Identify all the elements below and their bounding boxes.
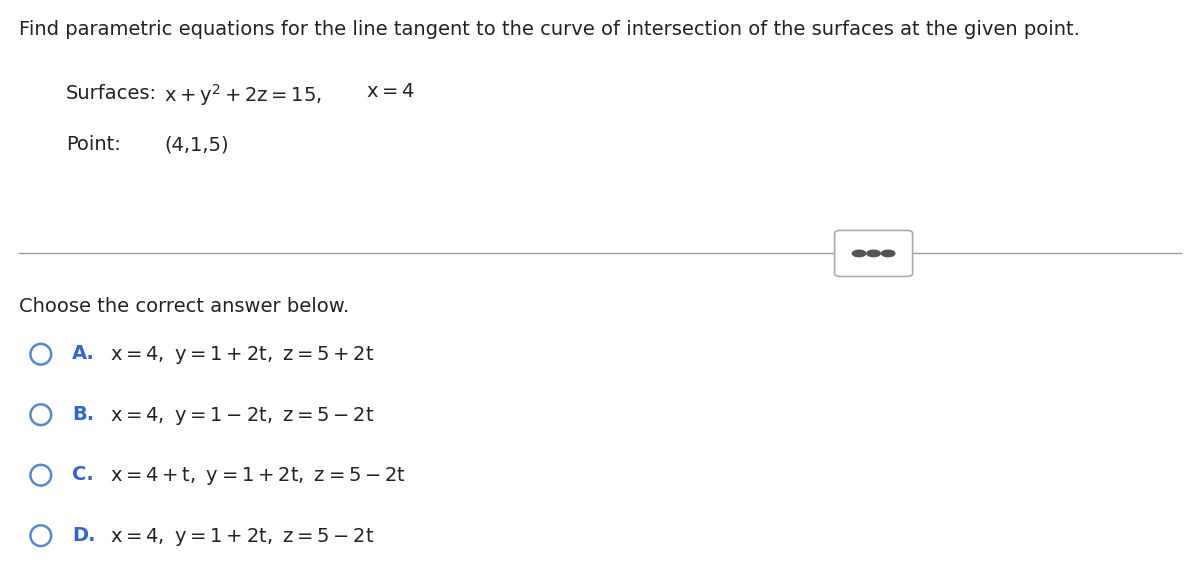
Text: A.: A. [72,344,95,363]
Text: (4,1,5): (4,1,5) [164,135,229,154]
Text: $\mathdefault{x = 4}$: $\mathdefault{x = 4}$ [366,82,415,101]
Text: C.: C. [72,465,94,484]
Ellipse shape [30,344,52,365]
Text: Choose the correct answer below.: Choose the correct answer below. [19,297,349,316]
Text: Find parametric equations for the line tangent to the curve of intersection of t: Find parametric equations for the line t… [19,20,1080,39]
Text: Point:: Point: [66,135,121,154]
Circle shape [866,250,881,257]
Circle shape [881,250,895,257]
Circle shape [852,250,866,257]
Ellipse shape [30,525,52,546]
Text: $\mathdefault{x = 4, \ y = 1 + 2t, \ z = 5 + 2t}$: $\mathdefault{x = 4, \ y = 1 + 2t, \ z =… [110,344,374,366]
Text: $\mathdefault{x = 4, \ y = 1 + 2t, \ z = 5 - 2t}$: $\mathdefault{x = 4, \ y = 1 + 2t, \ z =… [110,526,374,548]
Text: Surfaces:: Surfaces: [66,84,157,103]
Ellipse shape [30,404,52,425]
Text: $\mathdefault{x + y^2 + 2z = 15,}$: $\mathdefault{x + y^2 + 2z = 15,}$ [164,82,323,108]
Text: $\mathdefault{x = 4 + t, \ y = 1 + 2t, \ z = 5 - 2t}$: $\mathdefault{x = 4 + t, \ y = 1 + 2t, \… [110,465,407,487]
FancyBboxPatch shape [835,230,912,276]
Text: $\mathdefault{x = 4, \ y = 1 - 2t, \ z = 5 - 2t}$: $\mathdefault{x = 4, \ y = 1 - 2t, \ z =… [110,405,374,427]
Ellipse shape [30,465,52,486]
Text: B.: B. [72,405,94,424]
Text: D.: D. [72,526,96,545]
